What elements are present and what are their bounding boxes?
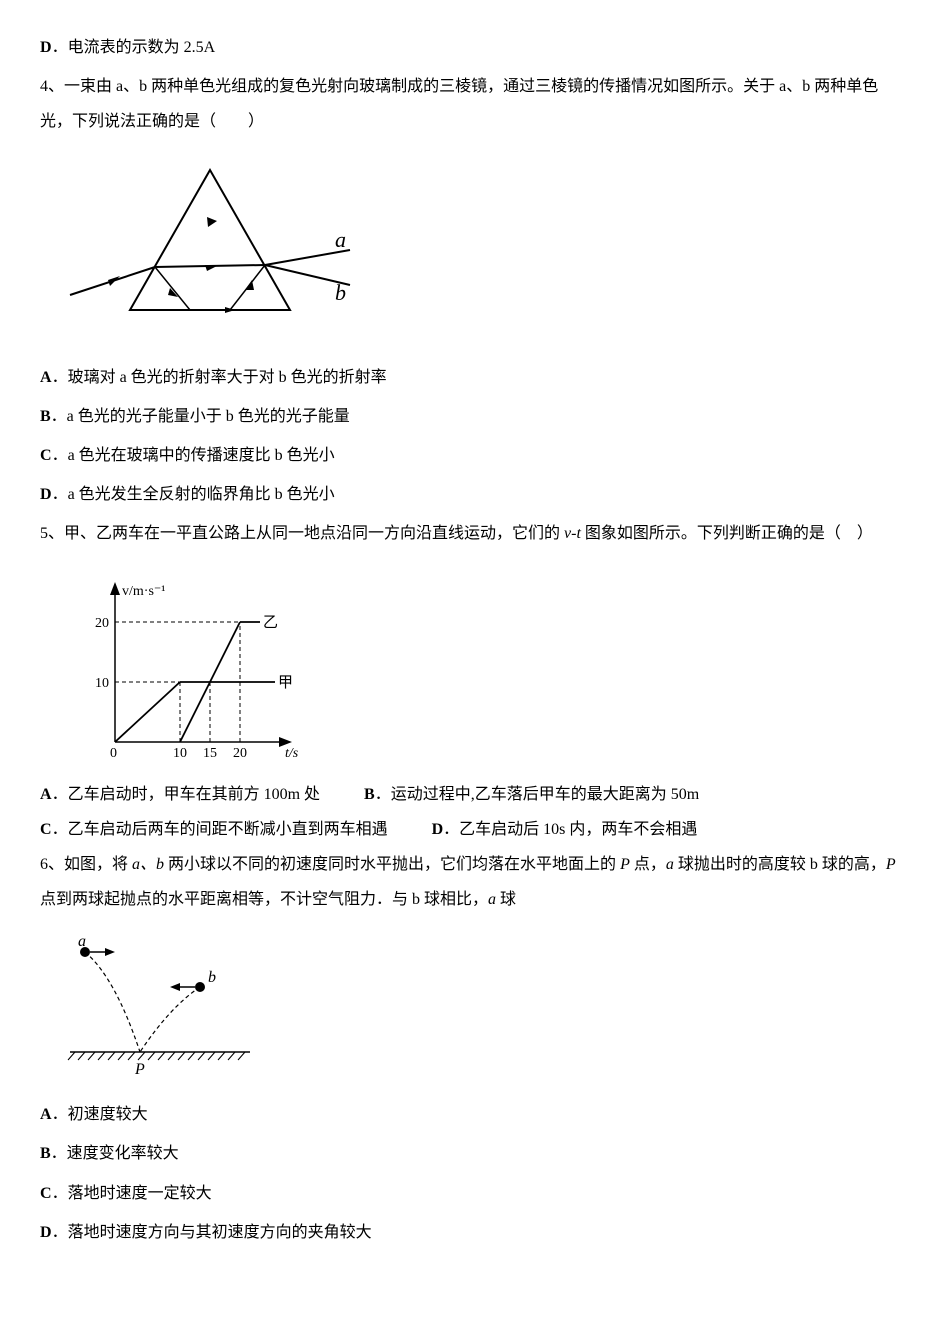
- q6-text: 6、如图，将 a、b 两小球以不同的初速度同时水平抛出，它们均落在水平地面上的 …: [40, 847, 910, 917]
- projectile-diagram: a b P: [60, 932, 260, 1082]
- q5-option-b: B．运动过程中,乙车落后甲车的最大距离为 50m: [364, 777, 699, 812]
- option-label: A: [40, 786, 52, 803]
- xlabel: t/s: [285, 746, 299, 761]
- q5-vt: v-t: [564, 525, 581, 542]
- q4-option-b: B．a 色光的光子能量小于 b 色光的光子能量: [40, 399, 910, 434]
- option-text: ．初速度较大: [52, 1106, 148, 1123]
- q5-text: 5、甲、乙两车在一平直公路上从同一地点沿同一方向沿直线运动，它们的 v-t 图象…: [40, 516, 910, 551]
- label-jia: 甲: [278, 675, 293, 691]
- q5-figure: v/m·s⁻¹ t/s 10 20 0 10 15 20 甲 乙: [60, 567, 910, 762]
- option-text: ．玻璃对 a 色光的折射率大于对 b 色光的折射率: [52, 369, 387, 386]
- q5-option-a: A．乙车启动时，甲车在其前方 100m 处: [40, 777, 320, 812]
- q6-option-d: D．落地时速度方向与其初速度方向的夹角较大: [40, 1215, 910, 1250]
- ylabel: v/m·s⁻¹: [122, 584, 165, 599]
- option-label: B: [40, 408, 51, 425]
- q4-text: 4、一束由 a、b 两种单色光组成的复色光射向玻璃制成的三棱镜，通过三棱镜的传播…: [40, 69, 910, 139]
- option-label: C: [40, 1185, 52, 1202]
- q5-number: 5、: [40, 525, 64, 542]
- q6-a: a: [666, 856, 674, 873]
- label-p: P: [134, 1061, 145, 1078]
- option-text: ．a 色光的光子能量小于 b 色光的光子能量: [51, 408, 350, 425]
- q6-figure: a b P: [60, 932, 910, 1082]
- option-label: C: [40, 821, 52, 838]
- ytick-20: 20: [95, 616, 109, 631]
- prism-diagram: a b: [60, 155, 360, 345]
- xtick-15: 15: [203, 746, 217, 761]
- q6-t2: 两小球以不同的初速度同时水平抛出，它们均落在水平地面上的: [164, 856, 620, 873]
- option-label: D: [40, 486, 52, 503]
- option-text: ．运动过程中,乙车落后甲车的最大距离为 50m: [375, 786, 699, 803]
- q6-ab: a、b: [132, 856, 164, 873]
- q6-P2: P: [886, 856, 896, 873]
- vt-chart: v/m·s⁻¹ t/s 10 20 0 10 15 20 甲 乙: [60, 567, 320, 762]
- option-label: D: [432, 821, 444, 838]
- q6-t3: 点，: [630, 856, 666, 873]
- option-label: D: [40, 1224, 52, 1241]
- q5-options-row2: C．乙车启动后两车的间距不断减小直到两车相遇 D．乙车启动后 10s 内，两车不…: [40, 812, 910, 847]
- q4-option-a: A．玻璃对 a 色光的折射率大于对 b 色光的折射率: [40, 360, 910, 395]
- option-label: A: [40, 1106, 52, 1123]
- option-label: B: [364, 786, 375, 803]
- q5-option-d: D．乙车启动后 10s 内，两车不会相遇: [432, 812, 698, 847]
- option-label: B: [40, 1145, 51, 1162]
- option-text: ．落地时速度一定较大: [52, 1185, 212, 1202]
- q6-option-b: B．速度变化率较大: [40, 1136, 910, 1171]
- label-a: a: [335, 227, 346, 252]
- q4-number: 4、: [40, 78, 64, 95]
- label-b: b: [335, 280, 346, 305]
- q4-option-d: D．a 色光发生全反射的临界角比 b 色光小: [40, 477, 910, 512]
- q6-P: P: [620, 856, 630, 873]
- option-text: ．速度变化率较大: [51, 1145, 179, 1162]
- q6-a2: a: [488, 891, 496, 908]
- option-text: ．电流表的示数为 2.5A: [52, 39, 216, 56]
- xtick-10: 10: [173, 746, 187, 761]
- xtick-0: 0: [110, 746, 117, 761]
- option-text: ．a 色光发生全反射的临界角比 b 色光小: [52, 486, 335, 503]
- option-text: ．乙车启动后两车的间距不断减小直到两车相遇: [52, 821, 388, 838]
- option-label: C: [40, 447, 52, 464]
- q6-number: 6、: [40, 856, 64, 873]
- option-text: ．a 色光在玻璃中的传播速度比 b 色光小: [52, 447, 335, 464]
- q6-t6: 球: [496, 891, 516, 908]
- q6-option-a: A．初速度较大: [40, 1097, 910, 1132]
- q5-option-c: C．乙车启动后两车的间距不断减小直到两车相遇: [40, 812, 388, 847]
- option-text: ．乙车启动后 10s 内，两车不会相遇: [443, 821, 697, 838]
- option-label: D: [40, 39, 52, 56]
- label-yi: 乙: [263, 615, 278, 631]
- label-a: a: [78, 933, 86, 950]
- ytick-10: 10: [95, 676, 109, 691]
- q5-options-row1: A．乙车启动时，甲车在其前方 100m 处 B．运动过程中,乙车落后甲车的最大距…: [40, 777, 910, 812]
- q4-figure: a b: [60, 155, 910, 345]
- q5-body1: 甲、乙两车在一平直公路上从同一地点沿同一方向沿直线运动，它们的: [64, 525, 564, 542]
- q4-body: 一束由 a、b 两种单色光组成的复色光射向玻璃制成的三棱镜，通过三棱镜的传播情况…: [40, 78, 878, 130]
- option-text: ．乙车启动时，甲车在其前方 100m 处: [52, 786, 320, 803]
- option-text: ．落地时速度方向与其初速度方向的夹角较大: [52, 1224, 372, 1241]
- xtick-20: 20: [233, 746, 247, 761]
- q6-t1: 如图，将: [64, 856, 132, 873]
- q5-body2: 图象如图所示。下列判断正确的是（ ）: [581, 525, 873, 542]
- q3-option-d: D．电流表的示数为 2.5A: [40, 30, 910, 65]
- option-label: A: [40, 369, 52, 386]
- q4-option-c: C．a 色光在玻璃中的传播速度比 b 色光小: [40, 438, 910, 473]
- q6-t4: 球抛出时的高度较 b 球的高，: [674, 856, 886, 873]
- q6-t5: 点到两球起抛点的水平距离相等，不计空气阻力．与 b 球相比，: [40, 891, 488, 908]
- label-b: b: [208, 969, 216, 986]
- q6-option-c: C．落地时速度一定较大: [40, 1176, 910, 1211]
